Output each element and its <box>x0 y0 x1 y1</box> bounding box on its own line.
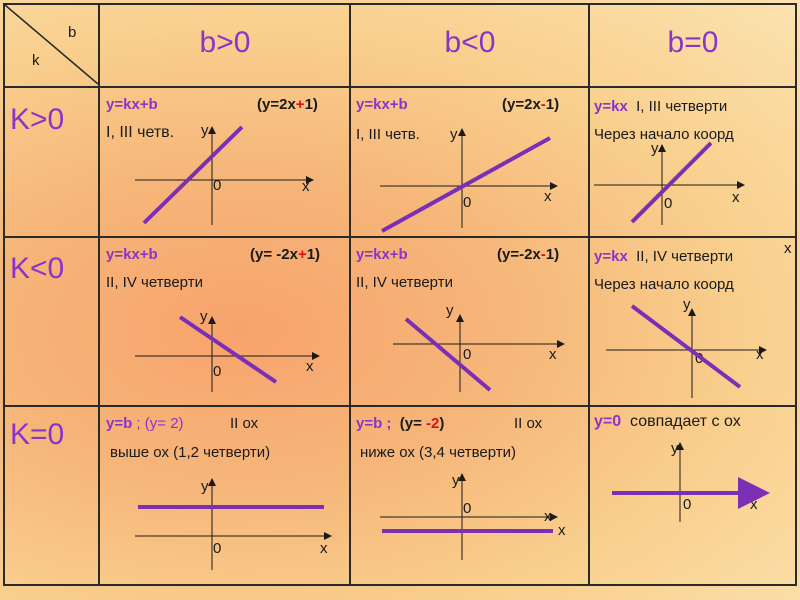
cell-r2c1-example: (y= -2x+1) <box>250 246 321 263</box>
cell-r3c2-parallel: II ох <box>514 415 543 432</box>
header-b-negative: b<0 <box>444 26 496 59</box>
cell-r2c2-desc: II, IV четверти <box>356 274 453 291</box>
axis-y-label: y <box>452 472 460 489</box>
row-k-negative: K<0 <box>10 252 65 285</box>
cell-r1c2-desc: I, III четв. <box>356 126 420 143</box>
grid-line <box>3 3 797 5</box>
axis-origin-label: 0 <box>463 346 472 363</box>
cell-r1c1-formula: y=kx+b <box>106 96 158 113</box>
cell-r1c3-desc: Через начало коорд <box>594 126 734 143</box>
axis-x-label: x <box>544 508 552 525</box>
cell-r3c1-parallel: II ох <box>230 415 259 432</box>
axis-origin-label: 0 <box>463 500 472 517</box>
cell-r3c2-desc: ниже ох (3,4 четверти) <box>360 444 516 461</box>
cell-r3c1-formula: y=b ; (y= 2) <box>106 415 184 432</box>
axis-x-label: x <box>302 178 310 195</box>
grid-line <box>3 236 797 238</box>
axis-y-label: y <box>201 122 209 139</box>
axis-y-label: y <box>671 440 679 457</box>
axis-x-label: x <box>320 540 328 557</box>
axis-y-label: y <box>446 302 454 319</box>
header-b-zero: b=0 <box>667 26 719 59</box>
cell-r1c1-example: (y=2x+1) <box>257 96 318 113</box>
row-k-positive: K>0 <box>10 103 65 136</box>
axis-x-label: x <box>549 346 557 363</box>
axis-y-label: y <box>200 308 208 325</box>
axis-y-label: y <box>651 140 659 157</box>
axis-origin-label: 0 <box>683 496 692 513</box>
grid-line <box>588 3 590 586</box>
grid-line <box>3 86 797 88</box>
cell-r3c2-formula: y=b ; (y= -2) <box>356 415 445 432</box>
axis-origin-label: 0 <box>664 195 673 212</box>
grid-line <box>3 584 797 586</box>
axis-y-label: y <box>201 478 209 495</box>
axis-x-label: x <box>756 346 764 363</box>
axis-origin-label: 0 <box>213 363 222 380</box>
axis-origin-label: 0 <box>213 540 222 557</box>
axis-origin-label: 0 <box>213 177 222 194</box>
cell-r2c2-formula: y=kx+b <box>356 246 408 263</box>
axis-y-label: y <box>450 126 458 143</box>
header-b-positive: b>0 <box>199 26 251 59</box>
axis-x-label: x <box>750 496 758 513</box>
axis-x-label: x <box>306 358 314 375</box>
axis-x-label: x <box>544 188 552 205</box>
cell-r1c2-formula: y=kx+b <box>356 96 408 113</box>
cell-r2c3-formula: y=kx II, IV четверти <box>594 248 734 265</box>
cell-r1c2-example: (y=2x-1) <box>502 96 560 113</box>
grid-line <box>3 3 5 586</box>
axis-x-label: x <box>558 522 566 539</box>
functions-table <box>3 3 797 586</box>
grid-line <box>98 3 100 586</box>
cell-r2c3-desc: Через начало коорд <box>594 276 734 293</box>
axis-x-label: x <box>732 189 740 206</box>
cell-r2c1-desc: II, IV четверти <box>106 274 203 291</box>
stray-x-label: x <box>784 240 792 257</box>
cell-r1c3-formula: y=kx I, III четверти <box>594 98 728 115</box>
cell-r2c2-example: (y=-2x-1) <box>497 246 560 263</box>
cell-r3c3-formula: y=0 совпадает с ох <box>594 413 741 430</box>
grid-line <box>795 3 797 586</box>
cell-r1c1-desc: I, III четв. <box>106 124 175 141</box>
corner-k-label: k <box>32 52 40 69</box>
axis-y-label: y <box>683 296 691 313</box>
axis-origin-label: 0 <box>463 194 472 211</box>
row-k-zero: K=0 <box>10 418 65 451</box>
axis-origin-label: 0 <box>695 350 704 367</box>
cell-r2c1-formula: y=kx+b <box>106 246 158 263</box>
corner-b-label: b <box>68 24 77 41</box>
grid-line <box>349 3 351 586</box>
cell-r3c1-desc: выше ох (1,2 четверти) <box>110 444 271 461</box>
grid-line <box>3 405 797 407</box>
